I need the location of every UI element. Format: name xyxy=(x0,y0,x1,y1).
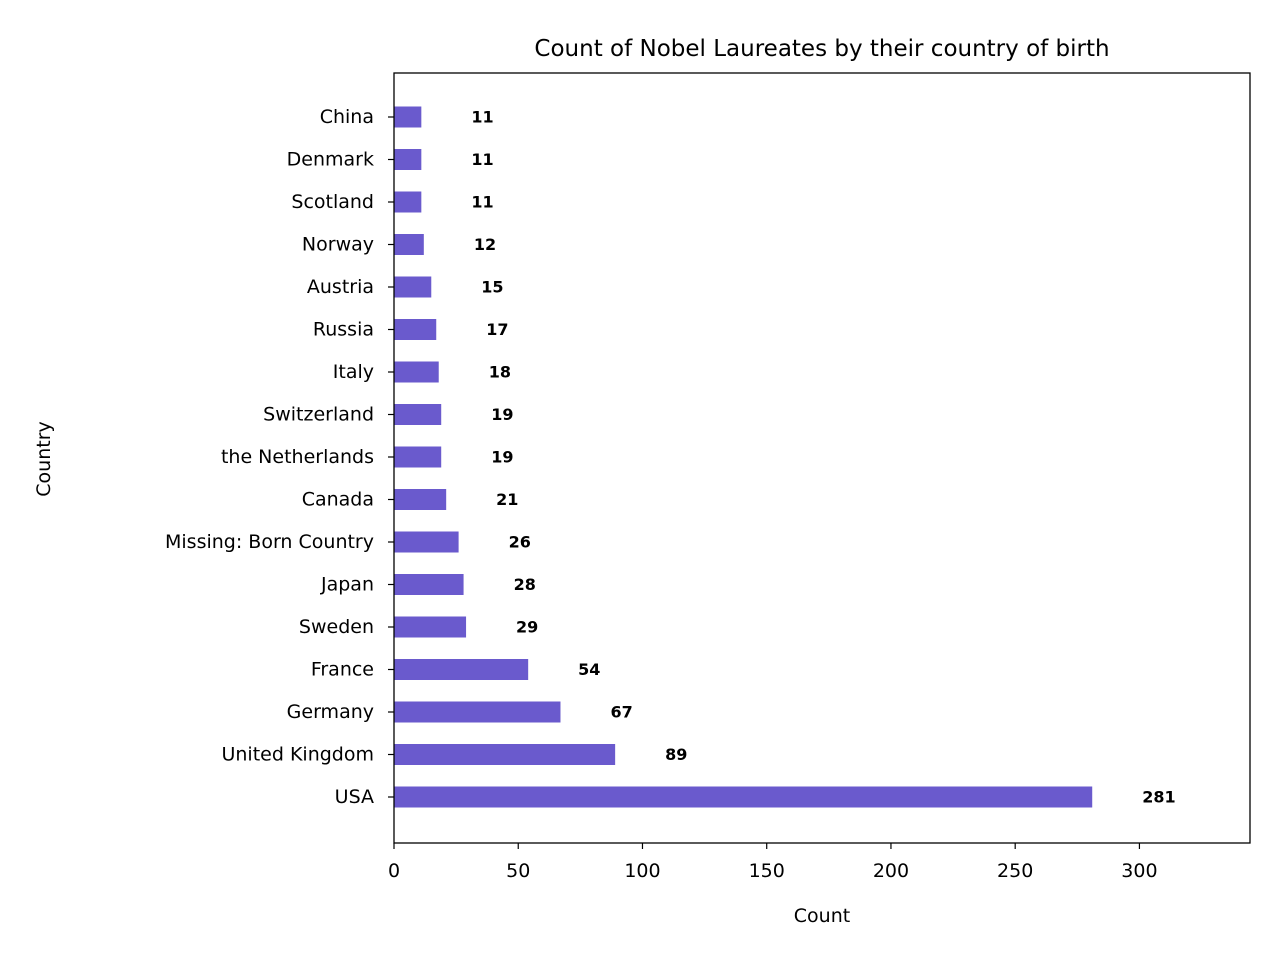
bar-scotland xyxy=(394,191,422,213)
y-tick-label: Canada xyxy=(302,489,374,511)
bar-denmark xyxy=(394,149,422,170)
x-axis-label: Count xyxy=(794,905,850,927)
x-axis: 0 50 100 150 200 250 300 xyxy=(388,843,1158,882)
value-label: 67 xyxy=(610,703,632,722)
bar-germany xyxy=(394,701,561,723)
x-tick-label: 0 xyxy=(388,860,400,882)
value-label: 28 xyxy=(514,575,536,594)
bar-italy xyxy=(394,361,439,383)
value-label: 21 xyxy=(496,490,518,509)
y-tick-label: Scotland xyxy=(291,191,374,213)
x-tick-label: 50 xyxy=(506,860,530,882)
bar-austria xyxy=(394,276,432,298)
x-tick-label: 200 xyxy=(873,860,909,882)
y-tick-label: Denmark xyxy=(287,149,374,171)
value-label: 15 xyxy=(481,278,503,297)
bar-sweden xyxy=(394,616,467,638)
value-label: 11 xyxy=(471,108,493,127)
y-tick-label: China xyxy=(320,106,374,128)
y-tick-label: Italy xyxy=(333,361,374,383)
y-tick-label: the Netherlands xyxy=(221,446,374,468)
bar-canada xyxy=(394,489,447,510)
bar-japan xyxy=(394,574,464,595)
value-label: 281 xyxy=(1142,788,1175,807)
value-label: 29 xyxy=(516,618,538,637)
x-tick-label: 100 xyxy=(624,860,660,882)
value-label: 12 xyxy=(474,235,496,254)
value-label: 26 xyxy=(509,533,531,552)
value-label: 19 xyxy=(491,448,513,467)
value-label: 11 xyxy=(471,193,493,212)
value-label: 17 xyxy=(486,320,508,339)
y-tick-label: Norway xyxy=(302,234,374,256)
y-tick-label: United Kingdom xyxy=(221,744,374,766)
bar-switzerland xyxy=(394,404,442,425)
value-label: 11 xyxy=(471,150,493,169)
y-tick-label: Japan xyxy=(320,574,374,596)
value-label: 19 xyxy=(491,405,513,424)
y-tick-label: Austria xyxy=(307,276,374,298)
value-label: 18 xyxy=(489,363,511,382)
value-label: 54 xyxy=(578,660,600,679)
bar-the-netherlands xyxy=(394,446,442,468)
y-axis: USA United Kingdom Germany France Sweden Japa… xyxy=(165,106,394,808)
y-tick-label: USA xyxy=(335,786,374,808)
y-axis-label: Country xyxy=(33,421,55,496)
x-tick-label: 150 xyxy=(749,860,785,882)
bar-united-kingdom xyxy=(394,744,616,765)
bars-layer xyxy=(394,106,1093,808)
x-tick-label: 300 xyxy=(1121,860,1157,882)
chart-title: Count of Nobel Laureates by their countr… xyxy=(534,36,1109,62)
bar-norway xyxy=(394,234,424,255)
bar-china xyxy=(394,106,422,128)
y-tick-label: Germany xyxy=(287,701,374,723)
value-labels-layer: 281 89 67 54 29 28 26 21 19 19 18 17 15 12 11 11 11 xyxy=(471,108,1175,807)
x-tick-label: 250 xyxy=(997,860,1033,882)
plot-frame xyxy=(393,72,1251,844)
bar-russia xyxy=(394,319,437,340)
bar-missing-born-country xyxy=(394,531,459,553)
value-label: 89 xyxy=(665,745,687,764)
bar-france xyxy=(394,659,529,680)
y-tick-label: Sweden xyxy=(299,616,374,638)
y-tick-label: France xyxy=(311,659,374,681)
y-tick-label: Missing: Born Country xyxy=(165,531,374,553)
bar-usa xyxy=(394,786,1093,808)
y-tick-label: Russia xyxy=(313,319,374,341)
y-tick-label: Switzerland xyxy=(263,404,374,426)
